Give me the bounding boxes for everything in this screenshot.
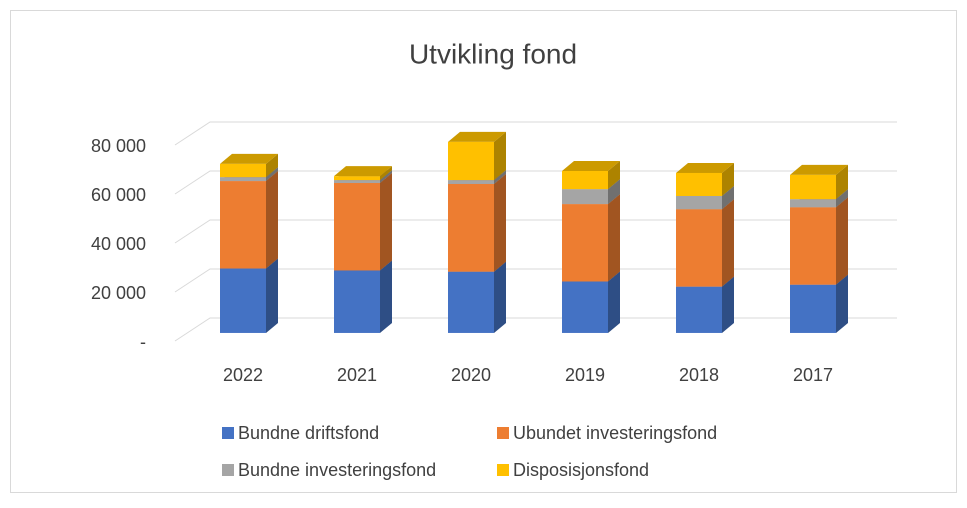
bar-top xyxy=(220,153,278,164)
grid-line xyxy=(174,121,897,146)
x-tick-label: 2019 xyxy=(565,365,605,385)
bar-side xyxy=(836,274,848,333)
bar xyxy=(562,171,608,190)
bar-side xyxy=(266,258,278,333)
legend-swatch xyxy=(497,464,509,476)
legend-label: Ubundet investeringsfond xyxy=(513,423,717,443)
bar xyxy=(220,181,266,269)
bar-side xyxy=(836,197,848,285)
bar xyxy=(448,271,494,333)
legend-label: Bundne investeringsfond xyxy=(238,460,436,480)
bar xyxy=(334,183,380,271)
y-tick-label: 40 000 xyxy=(91,234,146,254)
y-tick-label: - xyxy=(140,332,146,352)
bar-side xyxy=(494,261,506,333)
bar xyxy=(334,176,380,181)
bar xyxy=(790,199,836,208)
x-tick-label: 2020 xyxy=(451,365,491,385)
bar-side xyxy=(722,276,734,333)
bar-side xyxy=(266,167,278,182)
legend-swatch xyxy=(222,427,234,439)
legend-label: Disposisjonsfond xyxy=(513,460,649,480)
legend-label: Bundne driftsfond xyxy=(238,423,379,443)
bar xyxy=(676,209,722,287)
bar-side xyxy=(266,153,278,178)
chart-title: Utvikling fond xyxy=(409,38,577,69)
bar xyxy=(676,286,722,333)
bar-side xyxy=(722,199,734,287)
bar-side xyxy=(266,171,278,269)
bar xyxy=(334,180,380,184)
x-tick-label: 2022 xyxy=(223,365,263,385)
y-tick-label: 80 000 xyxy=(91,136,146,156)
bar xyxy=(220,268,266,333)
bar-side xyxy=(722,162,734,196)
bar xyxy=(562,189,608,205)
grid-line xyxy=(174,170,897,195)
bar-top xyxy=(562,161,620,172)
bar xyxy=(790,284,836,333)
legend-swatch xyxy=(222,464,234,476)
bar xyxy=(448,180,494,184)
x-tick-label: 2018 xyxy=(679,365,719,385)
bar xyxy=(220,177,266,182)
y-tick-label: 60 000 xyxy=(91,185,146,205)
bar xyxy=(220,163,266,178)
bar xyxy=(790,174,836,200)
bar-top xyxy=(448,131,506,142)
bar-side xyxy=(836,189,848,208)
bar-side xyxy=(722,185,734,210)
bar xyxy=(334,270,380,333)
y-tick-label: 20 000 xyxy=(91,283,146,303)
x-tick-label: 2017 xyxy=(793,365,833,385)
bar-side xyxy=(608,194,620,282)
bar-side xyxy=(836,164,848,200)
grid-line xyxy=(174,219,897,244)
bar xyxy=(790,207,836,285)
bar-top xyxy=(334,166,392,177)
bar xyxy=(448,183,494,272)
grid-line xyxy=(174,268,897,293)
bar-side xyxy=(380,260,392,333)
bar-side xyxy=(380,173,392,271)
bar-side xyxy=(494,131,506,181)
bar-side xyxy=(494,173,506,272)
bar-side xyxy=(494,170,506,184)
bar-top xyxy=(676,162,734,173)
bar xyxy=(448,141,494,181)
bar xyxy=(676,195,722,210)
legend-swatch xyxy=(497,427,509,439)
bar-side xyxy=(608,271,620,333)
grid-line xyxy=(174,317,897,342)
bar-side xyxy=(380,170,392,184)
bar-side xyxy=(608,161,620,190)
bar xyxy=(562,204,608,282)
bar xyxy=(562,281,608,333)
x-tick-label: 2021 xyxy=(337,365,377,385)
bar-side xyxy=(380,166,392,181)
bar xyxy=(676,172,722,196)
bar-side xyxy=(608,179,620,205)
bar-top xyxy=(790,164,848,175)
